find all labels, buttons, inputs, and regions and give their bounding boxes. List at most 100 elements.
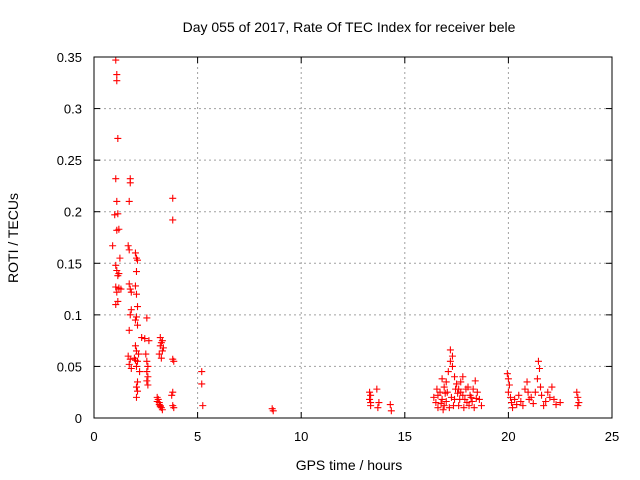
data-point [114,134,122,142]
data-point [374,404,382,412]
data-point [113,197,121,205]
data-point [475,395,483,403]
data-point [437,400,445,408]
data-point [115,225,123,233]
data-point [546,393,554,401]
data-point [169,216,177,224]
data-point [134,387,142,395]
data-point [451,373,459,381]
data-point [446,346,454,354]
y-tick-label: 0.05 [57,359,82,374]
data-point [471,377,479,385]
data-point [550,395,558,403]
data-point [540,402,548,410]
data-point [556,399,564,407]
data-point [524,388,532,396]
data-point [448,362,456,370]
data-point [131,316,139,324]
data-point [109,242,117,250]
data-point [575,399,583,407]
data-point [131,282,139,290]
data-point [468,397,476,405]
data-point [470,404,478,412]
data-point [136,368,144,376]
data-point [112,56,120,64]
data-point [116,254,124,262]
x-tick-label: 5 [194,429,201,444]
data-point [156,403,164,411]
data-point [445,404,453,412]
data-point [456,395,464,403]
data-point [126,285,134,293]
data-point [535,364,543,372]
data-point [125,246,133,254]
data-point [538,391,546,399]
data-point [432,399,440,407]
data-point [529,400,537,408]
data-point [199,402,207,410]
y-tick-label: 0.35 [57,50,82,65]
data-point [132,393,140,401]
plot-frame [93,56,613,419]
data-point [143,314,151,322]
data-point [527,393,535,401]
data-point [459,391,467,399]
data-point [132,313,140,321]
data-point [143,368,151,376]
y-tick-label: 0.3 [64,102,82,117]
data-point [170,357,178,365]
data-point [113,71,121,79]
data-point [158,337,166,345]
data-point [132,290,140,298]
data-point [505,381,513,389]
data-point [509,404,517,412]
data-point [169,388,177,396]
data-point [448,352,456,360]
data-point [506,393,514,401]
data-point [134,303,142,311]
data-point [132,383,140,391]
data-point [198,380,206,388]
data-point [511,395,519,403]
data-point [438,375,446,383]
data-point [531,388,539,396]
data-point [472,394,480,402]
x-axis-label: GPS time / hours [296,457,403,473]
data-point [168,391,176,399]
data-point [387,407,395,415]
y-tick-label: 0.2 [64,205,82,220]
data-point [452,385,460,393]
data-point [460,404,468,412]
data-point [132,268,140,276]
data-point [112,175,120,183]
data-point [433,385,441,393]
x-tick-label: 25 [605,429,619,444]
data-point [574,393,582,401]
data-point [198,368,206,376]
data-point [134,378,142,386]
data-point [144,381,152,389]
data-point [125,360,133,368]
data-point [132,362,140,370]
data-point [144,362,152,370]
data-point [446,357,454,365]
data-point [126,355,134,363]
data-point [440,383,448,391]
data-points [109,56,583,415]
data-point [533,375,541,383]
data-point [454,389,462,397]
y-tick-label: 0 [75,411,82,426]
data-point [466,391,474,399]
data-point [145,337,153,345]
data-point [457,378,465,386]
data-point [439,406,447,414]
data-point [517,397,525,405]
data-point [504,388,512,396]
data-point [373,385,381,393]
x-tick-label: 10 [294,429,308,444]
data-point [366,388,374,396]
data-point [503,370,511,378]
data-point [447,393,455,401]
data-point [155,350,163,358]
data-point [459,373,467,381]
